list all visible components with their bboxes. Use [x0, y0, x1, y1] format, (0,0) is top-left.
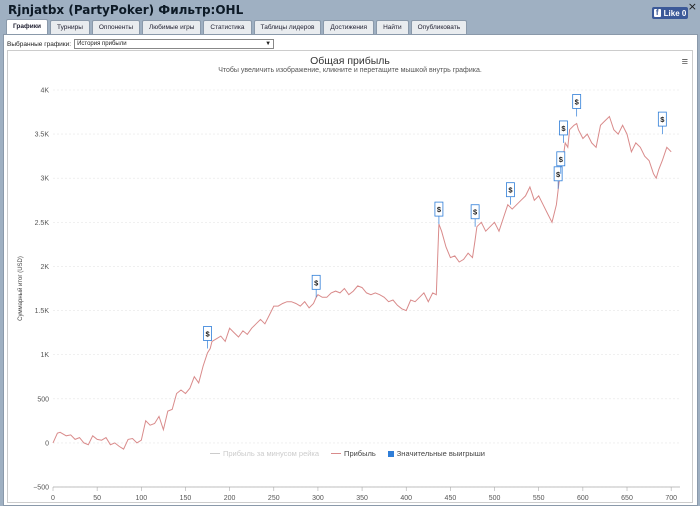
y-tick-label: 500	[37, 396, 49, 403]
flag-label: $	[561, 124, 566, 133]
flag-label: $	[559, 155, 564, 164]
x-tick-label: 650	[621, 495, 633, 502]
tab-favorite-games[interactable]: Любимые игры	[142, 20, 202, 34]
y-tick-label: 3K	[40, 176, 49, 183]
tab-graphs[interactable]: Графики	[6, 19, 48, 35]
y-tick-label: −500	[33, 485, 49, 492]
facebook-icon: f	[653, 9, 661, 17]
x-tick-label: 150	[180, 495, 192, 502]
tab-leaderboards[interactable]: Таблицы лидеров	[253, 20, 322, 34]
significant-win-flag[interactable]: $	[311, 274, 321, 298]
legend-swatch-red	[331, 452, 342, 455]
significant-win-flag[interactable]: $	[470, 204, 480, 227]
close-icon[interactable]: ×	[687, 0, 697, 13]
flag-label: $	[314, 278, 319, 287]
x-tick-label: 350	[356, 495, 368, 502]
flag-label: $	[556, 170, 561, 179]
x-tick-label: 250	[268, 495, 280, 502]
significant-win-flag[interactable]: $	[657, 111, 667, 135]
chart-title: Общая прибыль	[310, 55, 390, 67]
flag-label: $	[437, 205, 442, 214]
chart-subtitle: Чтобы увеличить изображение, кликните и …	[218, 67, 482, 74]
chart-legend: Прибыль за минусом рейка Прибыль Значите…	[210, 449, 485, 458]
significant-win-flag[interactable]: $	[434, 201, 444, 225]
x-tick-label: 700	[665, 495, 677, 502]
facebook-like-button[interactable]: f Like 0	[652, 7, 688, 19]
x-tick-label: 550	[533, 495, 545, 502]
window-title: Rjnjatbx (PartyPoker) Фильтр:OHL	[8, 3, 244, 17]
graph-select[interactable]: История прибыли ▼	[74, 39, 275, 49]
flag-box	[572, 94, 582, 109]
y-tick-label: 4K	[40, 88, 49, 95]
x-tick-label: 300	[312, 495, 324, 502]
flag-label: $	[660, 115, 665, 124]
significant-win-flag[interactable]: $	[556, 151, 566, 174]
flag-box	[657, 111, 667, 127]
tab-tournaments[interactable]: Турниры	[49, 20, 90, 34]
legend-item-significant-wins[interactable]: Значительные выигрыши	[387, 449, 485, 458]
facebook-like-label: Like 0	[663, 8, 687, 18]
y-axis-title: Суммарный итог (USD)	[17, 256, 24, 321]
significant-win-flag[interactable]: $	[559, 120, 568, 143]
flag-box	[311, 274, 321, 290]
legend-label: Прибыль за минусом рейка	[223, 449, 320, 458]
graph-selector-row: Выбранные графики: История прибыли ▼	[7, 39, 275, 49]
flag-box	[203, 326, 212, 341]
legend-label: Прибыль	[344, 449, 376, 458]
x-tick-label: 0	[51, 495, 55, 502]
y-tick-label: 3.5K	[35, 132, 50, 139]
flag-label: $	[205, 329, 210, 338]
tab-find[interactable]: Найти	[376, 20, 409, 34]
tab-bar: Графики Турниры Оппоненты Любимые игры С…	[6, 19, 469, 35]
flag-label: $	[508, 186, 513, 195]
flag-box	[506, 182, 515, 198]
legend-swatch-grey	[210, 452, 220, 455]
x-tick-label: 200	[224, 495, 236, 502]
flag-label: $	[575, 97, 580, 106]
flag-box	[470, 204, 480, 220]
y-tick-label: 2.5K	[35, 220, 50, 227]
profit-chart[interactable]: Общая прибыль Чтобы увеличить изображени…	[7, 50, 693, 503]
menu-icon[interactable]: ≡	[681, 56, 688, 68]
x-tick-label: 450	[445, 495, 457, 502]
legend-swatch-blue	[387, 450, 394, 457]
y-tick-label: 1.5K	[35, 308, 50, 315]
y-tick-label: 2K	[40, 264, 49, 271]
tab-publish[interactable]: Опубликовать	[410, 20, 468, 34]
tab-statistics[interactable]: Статистика	[203, 20, 252, 34]
x-tick-label: 50	[93, 495, 101, 502]
chevron-down-icon: ▼	[265, 41, 272, 47]
legend-item-profit[interactable]: Прибыль	[331, 449, 376, 458]
y-tick-label: 1K	[40, 352, 49, 359]
x-tick-label: 600	[577, 495, 589, 502]
y-tick-label: 0	[45, 440, 49, 447]
x-tick-label: 100	[135, 495, 147, 502]
flag-box	[434, 201, 444, 217]
legend-item-net-profit[interactable]: Прибыль за минусом рейка	[210, 449, 319, 458]
significant-win-flag[interactable]: $	[203, 326, 212, 349]
x-tick-label: 500	[489, 495, 501, 502]
series-line-profit	[52, 115, 672, 450]
significant-win-flag[interactable]: $	[506, 182, 515, 205]
legend-label: Значительные выигрыши	[396, 449, 485, 458]
significant-win-flag[interactable]: $	[572, 94, 582, 117]
graphs-panel: Выбранные графики: История прибыли ▼ Общ…	[3, 34, 698, 506]
tab-achievements[interactable]: Достижения	[323, 20, 375, 34]
flag-label: $	[473, 208, 478, 217]
x-tick-label: 400	[400, 495, 412, 502]
tab-opponents[interactable]: Оппоненты	[91, 20, 141, 34]
flag-box	[556, 151, 566, 167]
graph-select-value: История прибыли	[77, 41, 127, 47]
flag-box	[553, 166, 563, 182]
significant-win-flag[interactable]: $	[553, 166, 563, 189]
graph-selector-label: Выбранные графики:	[7, 40, 72, 48]
flag-box	[559, 120, 568, 136]
